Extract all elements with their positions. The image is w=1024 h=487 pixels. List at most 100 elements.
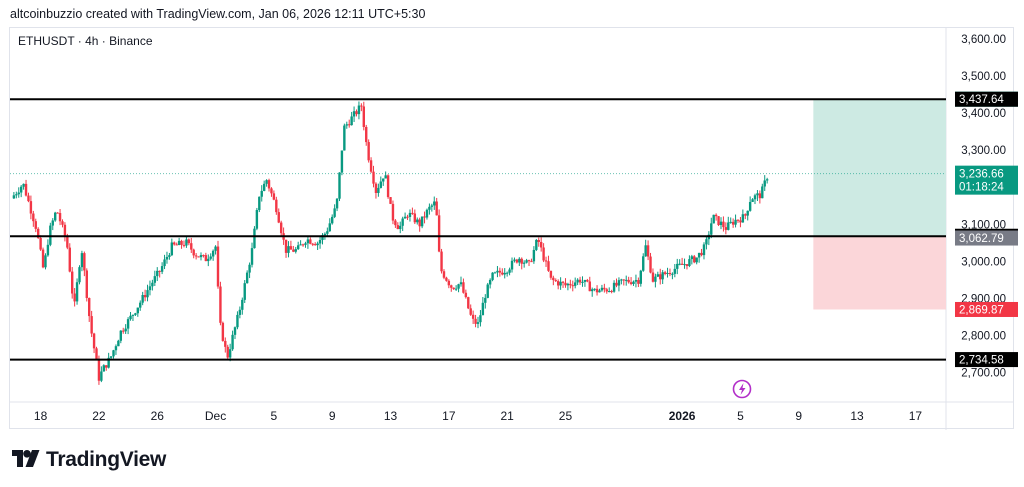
candle-body	[634, 280, 638, 282]
candle-body	[328, 223, 331, 232]
candle-body	[379, 181, 383, 188]
candle-body	[348, 124, 351, 126]
candle-body	[109, 356, 113, 358]
candle-body	[199, 255, 203, 258]
candle-body	[255, 209, 259, 229]
candle-body	[88, 298, 91, 317]
time-tick-label: 9	[795, 409, 802, 423]
candle-body	[719, 221, 723, 226]
candle-body	[649, 256, 652, 273]
candle-body	[66, 236, 69, 248]
candle-body	[136, 307, 140, 314]
candle-body	[350, 116, 353, 126]
candle-body	[661, 272, 664, 280]
candle-body	[182, 244, 186, 246]
candle-body	[753, 195, 757, 200]
candle-body	[226, 346, 229, 358]
candle-body	[114, 346, 118, 351]
candle-body	[287, 246, 290, 253]
candle-body	[717, 216, 720, 226]
price-tick-label: 3,000.00	[961, 256, 1006, 268]
candle-body	[345, 124, 348, 126]
level-badge-resistance-bg	[955, 91, 1018, 107]
flash-icon	[732, 379, 752, 399]
candle-body	[262, 183, 266, 191]
candle-body	[190, 243, 193, 250]
candle-body	[549, 270, 553, 278]
candle-body	[471, 314, 475, 319]
candle-body	[615, 282, 618, 286]
symbol-info[interactable]: ETHUSDT · 4h · Binance	[18, 34, 153, 48]
candle-body	[741, 214, 745, 223]
candle-body	[435, 201, 438, 216]
candle-body	[464, 292, 468, 298]
candle-body	[566, 283, 570, 286]
candle-body	[469, 308, 472, 315]
candle-body	[695, 257, 698, 263]
time-tick-label: 2026	[669, 409, 696, 423]
level-badge-support: 2,734.58	[959, 355, 1004, 367]
candle-body	[539, 242, 543, 248]
candle-body	[668, 273, 672, 275]
candle-body	[299, 244, 302, 246]
candle-body	[360, 105, 363, 107]
candle-body	[503, 272, 506, 275]
candle-body	[593, 288, 596, 290]
candle-body	[586, 279, 589, 282]
candle-body	[92, 333, 96, 349]
candle-body	[248, 264, 251, 273]
candle-body	[581, 281, 584, 283]
candle-body	[236, 314, 239, 328]
candle-body	[386, 175, 390, 198]
candle-body	[535, 239, 538, 250]
candle-body	[450, 285, 453, 288]
candle-body	[447, 280, 451, 286]
candle-body	[163, 259, 166, 267]
candle-body	[396, 225, 400, 230]
last-price-badge-bg	[955, 165, 1018, 195]
candle-body	[428, 206, 431, 210]
candle-body	[571, 285, 574, 287]
candle-body	[600, 287, 604, 291]
candle-body	[666, 273, 669, 275]
candle-body	[105, 365, 108, 368]
candle-body	[510, 260, 514, 270]
candle-body	[542, 247, 545, 261]
candle-body	[617, 280, 621, 286]
tradingview-logo-icon	[12, 450, 40, 467]
candle-body	[177, 240, 181, 246]
candle-body	[454, 288, 458, 290]
candle-body	[573, 282, 577, 286]
candle-body	[160, 266, 164, 272]
candle-body	[119, 330, 123, 341]
candle-body	[627, 279, 630, 283]
candle-body	[68, 247, 71, 272]
candle-body	[391, 203, 395, 221]
candle-body	[83, 253, 86, 271]
candle-body	[377, 187, 380, 193]
candle-body	[129, 315, 132, 320]
candle-body	[518, 258, 521, 263]
candle-body	[433, 201, 436, 206]
candle-body	[712, 214, 715, 224]
entry-marker-badge: 3,062.79	[959, 233, 1004, 245]
candle-body	[595, 288, 599, 293]
tradingview-logo[interactable]: TradingView	[12, 448, 166, 472]
candle-body	[724, 227, 728, 230]
candle-body	[15, 194, 18, 196]
stop-price-badge-bg	[955, 301, 1018, 317]
candle-body	[97, 359, 101, 381]
candle-body	[765, 179, 769, 181]
candle-body	[289, 246, 293, 250]
candle-body	[729, 221, 732, 223]
time-tick-label: Dec	[205, 409, 226, 423]
candle-body	[416, 219, 419, 223]
candle-body	[705, 239, 708, 245]
candle-body	[316, 243, 319, 246]
candle-body	[761, 186, 764, 199]
chart-frame[interactable]	[9, 27, 1014, 429]
candle-body	[17, 192, 20, 195]
candle-body	[629, 282, 633, 284]
candle-body	[591, 289, 594, 292]
